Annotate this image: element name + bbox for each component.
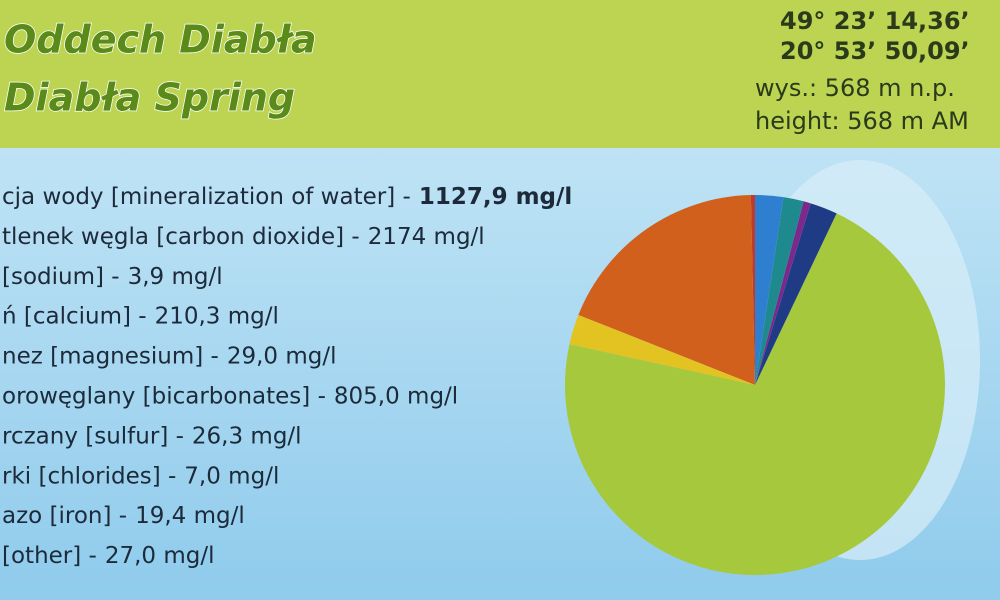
item-label: tlenek węgla [carbon dioxide] - [2, 223, 360, 249]
item-value: 26,3 mg/l [192, 423, 302, 449]
coordinate: 20° 53’ 50,09’ [780, 37, 970, 65]
altitude: wys.: 568 m n.p. [755, 74, 955, 102]
item-label: ń [calcium] - [2, 303, 147, 329]
list-item: orowęglany [bicarbonates] - 805,0 mg/l [2, 383, 458, 409]
item-value: 27,0 mg/l [105, 543, 215, 569]
item-value: 3,9 mg/l [128, 263, 223, 289]
pie-slice [565, 213, 946, 575]
item-label: orowęglany [bicarbonates] - [2, 383, 326, 409]
list-item: rki [chlorides] - 7,0 mg/l [2, 463, 279, 489]
title: Oddech Diabła [4, 18, 317, 62]
pie-slice [750, 195, 755, 385]
list-item: [sodium] - 3,9 mg/l [2, 263, 223, 289]
item-label: azo [iron] - [2, 503, 127, 529]
item-value: 7,0 mg/l [184, 463, 279, 489]
item-label: [sodium] - [2, 263, 120, 289]
list-item: nez [magnesium] - 29,0 mg/l [2, 343, 337, 369]
pie-slice [578, 195, 755, 385]
item-label: nez [magnesium] - [2, 343, 219, 369]
list-item: azo [iron] - 19,4 mg/l [2, 503, 245, 529]
item-label: rczany [sulfur] - [2, 423, 184, 449]
altitude: height: 568 m AM [755, 107, 969, 135]
list-item: ń [calcium] - 210,3 mg/l [2, 303, 279, 329]
item-value: 1127,9 mg/l [419, 184, 572, 210]
item-value: 805,0 mg/l [334, 383, 458, 409]
pie [565, 195, 946, 575]
pie-slice [755, 195, 784, 385]
item-value: 2174 mg/l [368, 223, 485, 249]
item-label: cja wody [mineralization of water] - [2, 184, 411, 210]
item-label: rki [chlorides] - [2, 463, 176, 489]
pie-slice [569, 314, 755, 385]
pie-slice [755, 197, 804, 385]
item-value: 210,3 mg/l [155, 303, 279, 329]
item-label: [other] - [2, 543, 97, 569]
list-item: rczany [sulfur] - 26,3 mg/l [2, 423, 302, 449]
pie-slice [755, 203, 837, 385]
item-value: 19,4 mg/l [135, 503, 245, 529]
header-band [0, 0, 1000, 148]
list-item: tlenek węgla [carbon dioxide] - 2174 mg/l [2, 223, 485, 249]
coordinate: 49° 23’ 14,36’ [780, 7, 970, 35]
item-value: 29,0 mg/l [227, 343, 337, 369]
title: Diabła Spring [4, 76, 295, 120]
pie-slice [755, 201, 811, 385]
list-item: [other] - 27,0 mg/l [2, 543, 215, 569]
list-item: cja wody [mineralization of water] - 1127… [2, 184, 572, 210]
